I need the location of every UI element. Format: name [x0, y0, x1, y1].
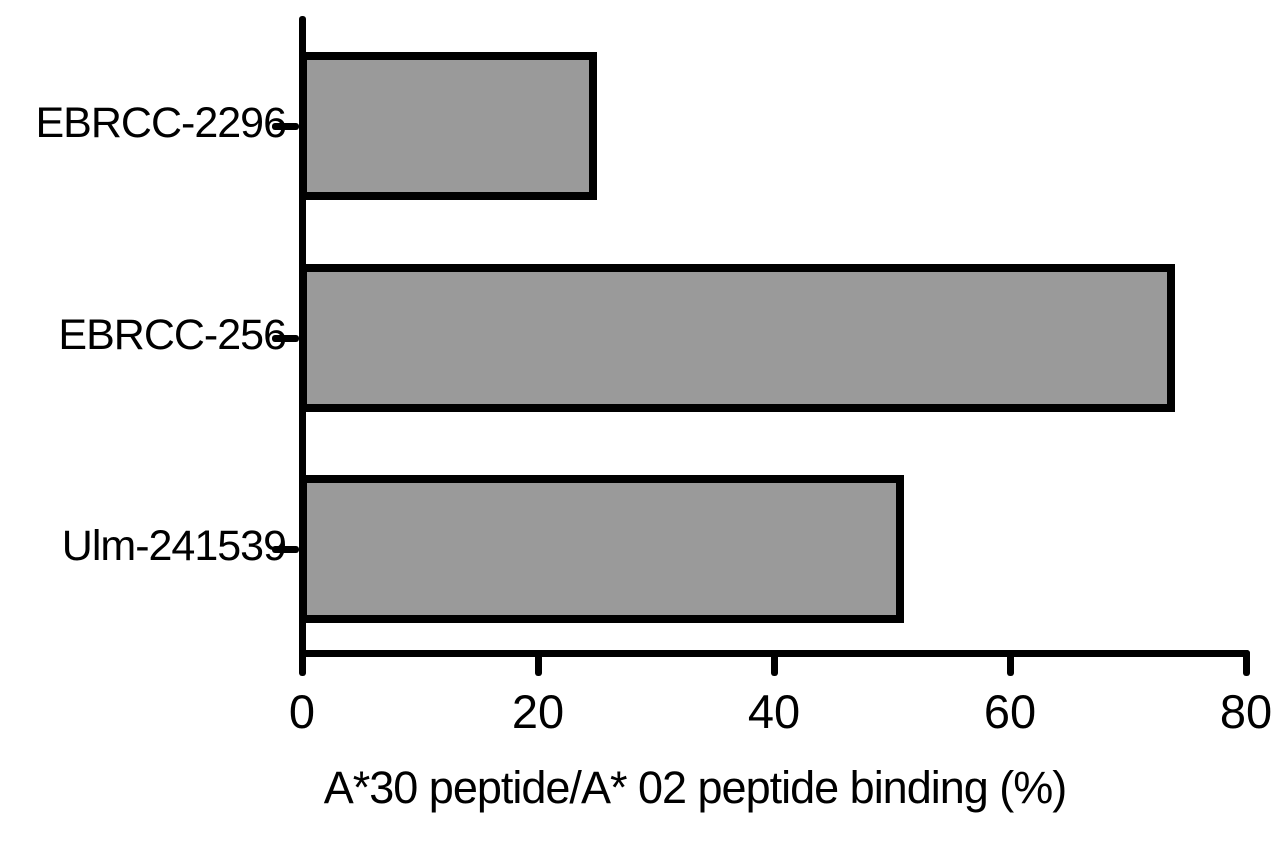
x-tick-label: 60 [983, 685, 1037, 738]
x-tick-0 [299, 650, 306, 676]
y-tick-1 [272, 335, 299, 342]
x-tick-label: 80 [1219, 685, 1273, 738]
x-tick-40 [771, 650, 778, 676]
bar-ebrcc-2296 [299, 52, 597, 200]
x-tick-20 [535, 650, 542, 676]
bar-ulm-241539 [299, 475, 904, 623]
category-label: EBRCC-256 [58, 311, 287, 359]
x-axis-title: A*30 peptide/A* 02 peptide binding (%) [323, 762, 1068, 813]
y-tick-0 [272, 123, 299, 130]
y-tick-2 [272, 546, 299, 553]
bar-ebrcc-256 [299, 264, 1176, 412]
x-tick-label: 0 [288, 685, 316, 738]
x-tick-label: 20 [511, 685, 565, 738]
category-label: EBRCC-2296 [35, 99, 288, 147]
x-tick-60 [1007, 650, 1014, 676]
x-tick-80 [1243, 650, 1250, 676]
category-label: Ulm-241539 [61, 522, 287, 570]
x-tick-label: 40 [747, 685, 801, 738]
